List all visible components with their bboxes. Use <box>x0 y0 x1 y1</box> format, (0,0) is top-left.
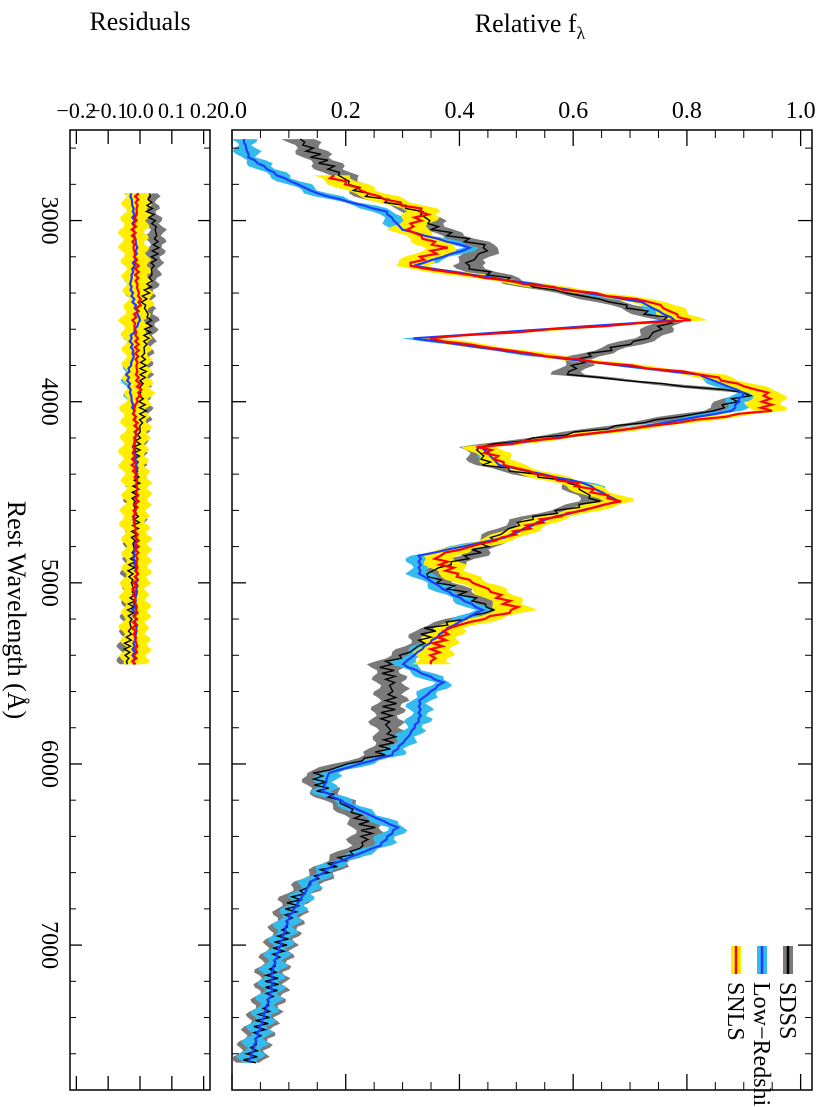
y-tick-label: 0.0 <box>217 98 247 124</box>
residuals-y-ticks: −0.2−0.10.0 0.1 0.2 <box>56 98 217 1090</box>
res-y-tick-label: 0.2 <box>190 98 218 123</box>
y-tick-label: 0.2 <box>331 98 361 124</box>
x-tick-label: 7000 <box>36 921 62 969</box>
res-y-tick-label: 0.1 <box>158 98 186 123</box>
res-y-tick-label: 0.0 <box>126 98 154 123</box>
spectrum-plot-frame <box>231 129 813 1091</box>
band-snls <box>313 175 788 665</box>
x-tick-label: 3000 <box>36 197 62 245</box>
legend-label: Low−Redshift <box>748 982 774 1107</box>
x-axis-label: Rest Wavelength (Å) <box>2 501 31 719</box>
spectrum-y-axis-label-sub: λ <box>577 23 586 43</box>
legend-label: SNLS <box>722 982 748 1041</box>
res-y-tick-label: −0.1 <box>88 98 128 123</box>
y-tick-label: 1.0 <box>786 98 816 124</box>
res-y-tick-label: −0.2 <box>56 98 96 123</box>
y-tick-label: 0.6 <box>558 98 588 124</box>
y-tick-label: 0.4 <box>445 98 475 124</box>
y-tick-label: 0.8 <box>672 98 702 124</box>
x-tick-label: 5000 <box>36 559 62 607</box>
line-snls <box>129 192 144 666</box>
residuals-x-ticks: 3000 4000 5000 6000 7000 <box>36 147 210 1091</box>
residuals-series-lines <box>122 192 161 666</box>
residuals-y-axis-label: Residuals <box>89 7 190 36</box>
x-tick-label: 6000 <box>36 740 62 788</box>
spectrum-y-ticks: 0.0 0.2 0.4 0.6 0.8 1.0 <box>217 98 816 1090</box>
line-snls <box>327 174 776 665</box>
x-tick-label: 4000 <box>36 378 62 426</box>
spectrum-series-lines <box>242 138 776 1064</box>
line-sdss <box>243 138 754 1064</box>
legend-label: SDSS <box>774 982 800 1039</box>
spectrum-y-axis-label-main: Relative fλ <box>475 9 586 43</box>
spectrum-x-ticks <box>232 147 812 1091</box>
residuals-error-bands <box>116 193 167 665</box>
